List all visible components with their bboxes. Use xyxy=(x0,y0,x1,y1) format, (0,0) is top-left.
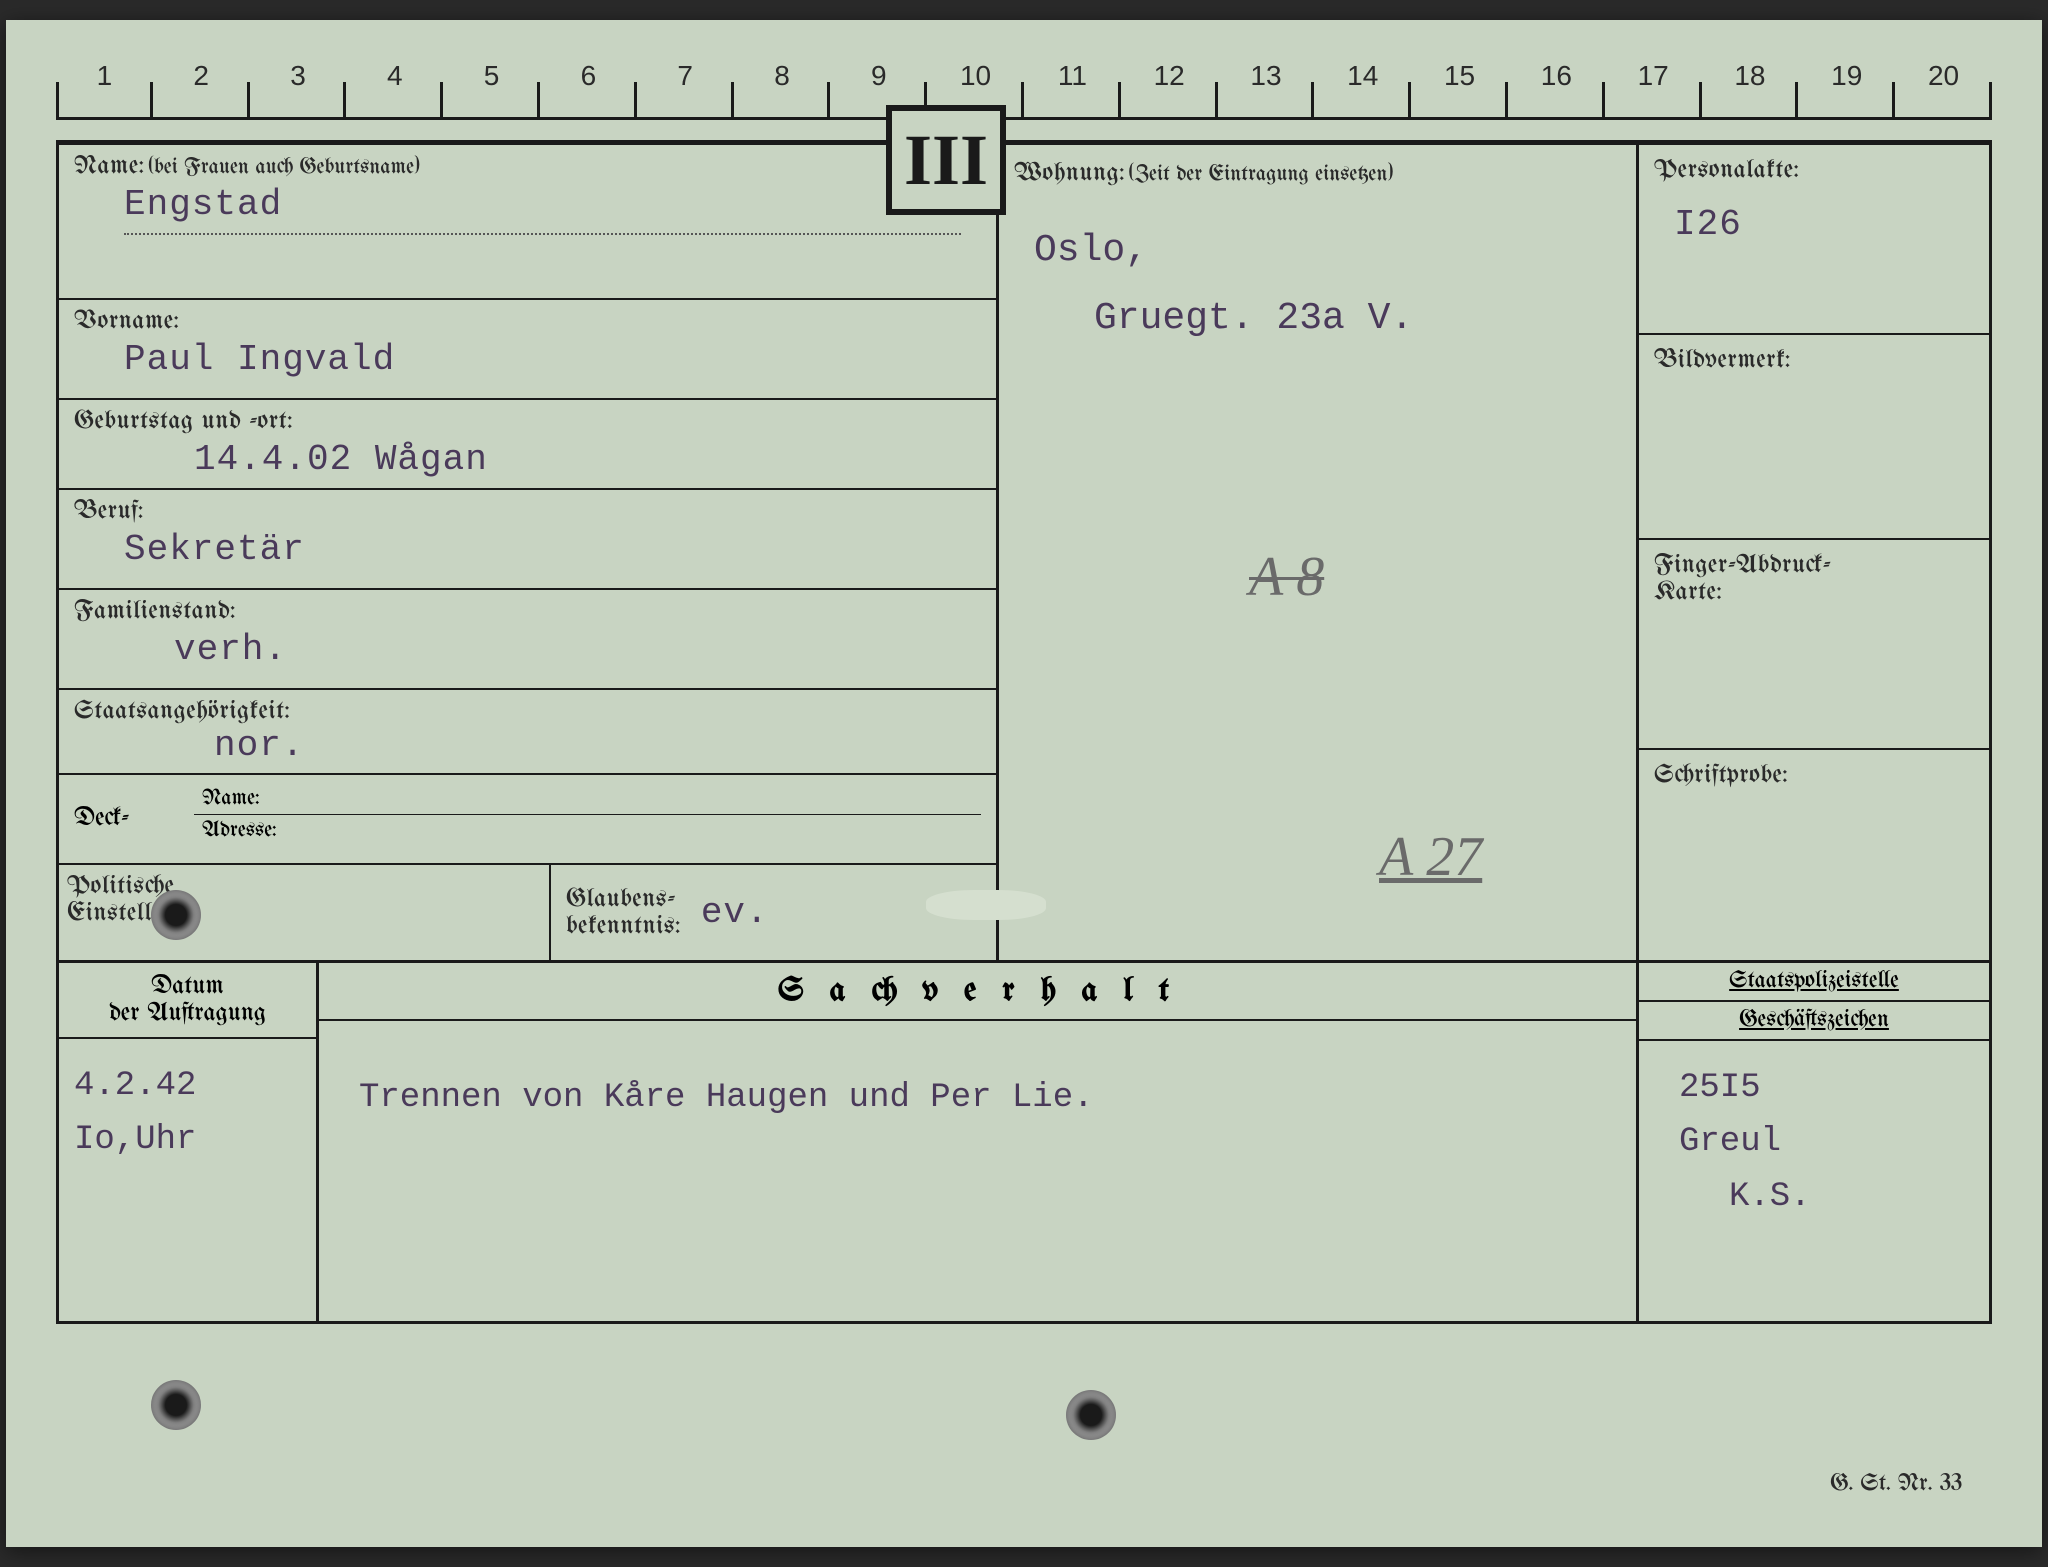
fingerabdruck-field: Finger-Abdruck- Karte: xyxy=(1639,540,1989,750)
bekenntnis-label: bekenntnis: xyxy=(566,913,681,940)
geschaeft-value-2: Greul xyxy=(1679,1115,1974,1169)
right-column: Personalakte: I26 Bildvermerk: Finger-Ab… xyxy=(1639,145,1989,960)
zeit-value: Io,Uhr xyxy=(74,1113,301,1167)
geschaeft-value-1: 25I5 xyxy=(1679,1061,1974,1115)
datum-label: Datum xyxy=(69,973,306,1000)
punch-hole xyxy=(151,890,201,940)
staatsang-label: Staatsangehörigkeit: xyxy=(74,698,981,725)
ruler-tick: 5 xyxy=(443,60,540,117)
ruler-tick: 3 xyxy=(250,60,347,117)
familienstand-field: Familienstand: verh. xyxy=(59,590,996,690)
middle-column: Wohnung: (Zeit der Eintragung einsetzen)… xyxy=(999,145,1639,960)
familienstand-label: Familienstand: xyxy=(74,598,981,625)
wohnung-sublabel: (Zeit der Eintragung einsetzen) xyxy=(1129,163,1393,186)
deck-label: Deck- xyxy=(74,783,194,853)
politische-label: Politische xyxy=(67,873,541,900)
geburtstag-field: Geburtstag und -ort: 14.4.02 Wågan xyxy=(59,400,996,490)
einstellung-label: Einstellung: xyxy=(67,900,541,927)
ruler-tick: 4 xyxy=(346,60,443,117)
wohnung-line2: Gruegt. 23a V. xyxy=(1034,285,1601,353)
punch-hole xyxy=(1066,1390,1116,1440)
vorname-field: Vorname: Paul Ingvald xyxy=(59,300,996,400)
familienstand-value: verh. xyxy=(74,625,981,670)
schriftprobe-label: Schriftprobe: xyxy=(1654,762,1974,789)
name-field: Name: (bei Frauen auch Geburtsname) Engs… xyxy=(59,145,996,300)
beruf-field: Beruf: Sekretär xyxy=(59,490,996,590)
personalakte-field: Personalakte: I26 xyxy=(1639,145,1989,335)
ruler-tick: 11 xyxy=(1024,60,1121,117)
vorname-label: Vorname: xyxy=(74,308,981,335)
sachverhalt-value: Trennen von Kåre Haugen und Per Lie. xyxy=(319,1021,1636,1301)
ruler-tick: 7 xyxy=(637,60,734,117)
auftragung-label: der Auftragung xyxy=(69,1000,306,1027)
glaubens-value: ev. xyxy=(701,892,769,933)
karte-label: Karte: xyxy=(1654,579,1974,606)
ruler-tick: 12 xyxy=(1121,60,1218,117)
index-card: 1 2 3 4 5 6 7 8 9 10 11 12 13 14 15 16 1… xyxy=(6,20,2042,1547)
ruler-tick: 6 xyxy=(540,60,637,117)
ruler-tick: 1 xyxy=(56,60,153,117)
sachverhalt-column: S a ch v e r h a l t Trennen von Kåre Ha… xyxy=(319,963,1639,1321)
vorname-value: Paul Ingvald xyxy=(74,335,981,380)
punch-hole xyxy=(151,1380,201,1430)
ruler-tick: 18 xyxy=(1702,60,1799,117)
geschaeft-value-3: K.S. xyxy=(1679,1170,1974,1224)
paper-damage xyxy=(926,890,1046,920)
wohnung-label: Wohnung: xyxy=(1014,160,1125,187)
dotted-line xyxy=(124,233,961,235)
beruf-label: Beruf: xyxy=(74,498,981,525)
geschaeftszeichen-label: Geschäftszeichen xyxy=(1639,1002,1989,1041)
pencil-note-1: A 8 xyxy=(1249,545,1324,609)
ruler-tick: 19 xyxy=(1798,60,1895,117)
wohnung-line1: Oslo, xyxy=(1034,217,1601,285)
geburtstag-value: 14.4.02 Wågan xyxy=(74,435,981,480)
bottom-section: Datum der Auftragung 4.2.42 Io,Uhr S a c… xyxy=(56,963,1992,1324)
ruler-tick: 17 xyxy=(1605,60,1702,117)
schriftprobe-field: Schriftprobe: xyxy=(1639,750,1989,960)
staatsang-value: nor. xyxy=(74,725,981,766)
pencil-note-2: A 27 xyxy=(1379,825,1482,889)
left-column: Name: (bei Frauen auch Geburtsname) Engs… xyxy=(59,145,999,960)
ruler-tick: 14 xyxy=(1314,60,1411,117)
personalakte-value: I26 xyxy=(1654,184,1974,245)
geschaeft-column: Staatspolizeistelle Geschäftszeichen 25I… xyxy=(1639,963,1989,1321)
name-sublabel: (bei Frauen auch Geburtsname) xyxy=(149,156,420,179)
staatspolizei-label: Staatspolizeistelle xyxy=(1639,963,1989,1002)
deck-name-label: Name: xyxy=(194,783,981,815)
geburtstag-label: Geburtstag und -ort: xyxy=(74,408,981,435)
form-number: G. St. Nr. 33 xyxy=(1830,1472,1962,1497)
datum-column: Datum der Auftragung 4.2.42 Io,Uhr xyxy=(59,963,319,1321)
personalakte-label: Personalakte: xyxy=(1654,157,1974,184)
main-grid: Name: (bei Frauen auch Geburtsname) Engs… xyxy=(56,140,1992,963)
bildvermerk-label: Bildvermerk: xyxy=(1654,347,1974,374)
ruler-tick: 8 xyxy=(734,60,831,117)
wohnung-field: Wohnung: (Zeit der Eintragung einsetzen)… xyxy=(999,145,1636,960)
glaubens-label: Glaubens- xyxy=(566,886,681,913)
deck-adresse-label: Adresse: xyxy=(194,815,981,846)
sachverhalt-label: S a ch v e r h a l t xyxy=(319,963,1636,1021)
bildvermerk-field: Bildvermerk: xyxy=(1639,335,1989,540)
fingerabdruck-label: Finger-Abdruck- xyxy=(1654,552,1974,579)
deck-field: Deck- Name: Adresse: xyxy=(59,775,996,865)
ruler-tick: 20 xyxy=(1895,60,1992,117)
beruf-value: Sekretär xyxy=(74,525,981,570)
staatsang-field: Staatsangehörigkeit: nor. xyxy=(59,690,996,775)
ruler-tick: 2 xyxy=(153,60,250,117)
ruler-tick: 13 xyxy=(1218,60,1315,117)
datum-value: 4.2.42 xyxy=(74,1059,301,1113)
ruler-tick: 15 xyxy=(1411,60,1508,117)
name-label: Name: xyxy=(74,153,145,180)
ruler: 1 2 3 4 5 6 7 8 9 10 11 12 13 14 15 16 1… xyxy=(56,60,1992,120)
ruler-tick: 16 xyxy=(1508,60,1605,117)
name-value: Engstad xyxy=(74,180,981,225)
roman-numeral-box: III xyxy=(886,105,1006,215)
